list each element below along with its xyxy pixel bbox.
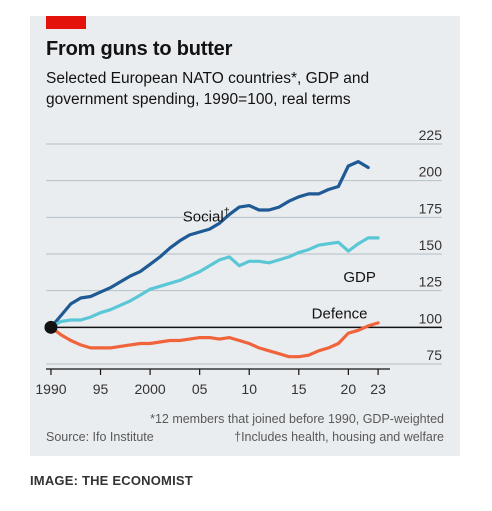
- x-tick-label: 2000: [135, 381, 166, 397]
- series-label-social: Social†: [183, 207, 230, 226]
- chart-subtitle: Selected European NATO countries*, GDP a…: [46, 70, 370, 108]
- chart-panel: From guns to butter Selected European NA…: [30, 16, 460, 456]
- source-note: Source: Ifo Institute: [46, 430, 154, 444]
- y-tick-label: 175: [419, 200, 443, 216]
- series-lines: [44, 160, 380, 359]
- series-line-social: [49, 160, 370, 329]
- series-label-gdp: GDP: [343, 269, 376, 286]
- grid-lines: 75 100 125 150 175 200 225: [46, 127, 443, 365]
- x-tick-label: 10: [241, 381, 257, 397]
- footnote-members: *12 members that joined before 1990, GDP…: [150, 412, 444, 426]
- x-tick-label: 20: [341, 381, 357, 397]
- dagger-mark: †: [224, 207, 230, 219]
- footnote-social: †Includes health, housing and welfare: [234, 430, 444, 444]
- x-tick-label: 15: [291, 381, 307, 397]
- chart-title: From guns to butter: [46, 38, 233, 60]
- x-tick-label: 95: [93, 381, 109, 397]
- y-tick-label: 150: [419, 237, 443, 253]
- series-line-gdp: [49, 236, 380, 329]
- x-axis: 1990 95 2000 05 10 15 20 23: [35, 368, 390, 397]
- series-labels: Social† GDP Defence: [183, 207, 376, 323]
- image-credit: IMAGE: THE ECONOMIST: [30, 473, 193, 488]
- origin-dot: [44, 320, 58, 334]
- y-tick-label: 200: [419, 164, 443, 180]
- series-label-defence: Defence: [312, 306, 368, 323]
- x-tick-label: 1990: [35, 381, 66, 397]
- series-line-defence: [49, 321, 380, 359]
- brand-tag: [46, 16, 86, 29]
- y-tick-label: 225: [419, 127, 443, 143]
- y-tick-label: 125: [419, 274, 443, 290]
- y-tick-label: 75: [426, 347, 442, 363]
- x-tick-label: 23: [370, 381, 386, 397]
- x-tick-label: 05: [192, 381, 208, 397]
- line-chart: 75 100 125 150 175 200 225 1990 95 2000 05 10 15 20 2…: [35, 127, 443, 397]
- y-tick-label: 100: [419, 310, 443, 326]
